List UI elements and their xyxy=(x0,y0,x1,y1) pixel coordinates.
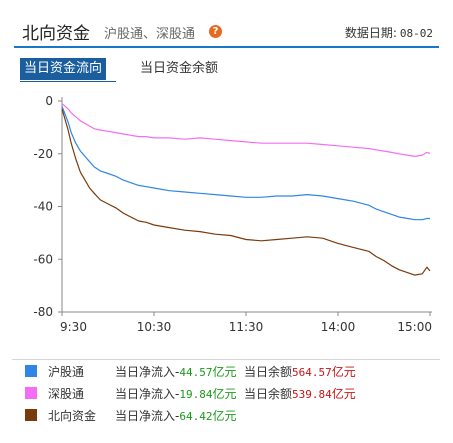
legend-balance: 当日余额564.57亿元 xyxy=(244,365,356,379)
series-line-north xyxy=(61,108,431,276)
legend-flow-unit: 亿元 xyxy=(212,387,237,401)
y-tick-label: -60 xyxy=(33,252,53,266)
page-subtitle: 沪股通、深股通 xyxy=(104,27,196,42)
x-tick-label: 15:00 xyxy=(397,320,432,334)
data-date-value: 08-02 xyxy=(399,27,433,40)
legend-balance-value: 564.57 xyxy=(292,366,332,379)
legend-flow: 当日净流入-64.42亿元 xyxy=(115,409,237,423)
legend-flow-unit: 亿元 xyxy=(212,365,237,379)
y-tick-label: -80 xyxy=(33,305,53,319)
data-date: 数据日期: 08-02 xyxy=(345,24,433,41)
legend-flow-value: 19.84 xyxy=(179,388,213,401)
y-tick-label: 0 xyxy=(45,94,53,108)
legend: 沪股通 当日净流入-44.57亿元 当日余额564.57亿元 深股通 当日净流入… xyxy=(12,359,440,426)
legend-name: 沪股通 xyxy=(48,365,85,379)
flow-chart: 0 -20 -40 -60 -80 9:30 10:30 11:30 14:00 15:00 xyxy=(33,94,432,334)
legend-balance-unit: 亿元 xyxy=(331,387,356,401)
legend-name: 深股通 xyxy=(48,387,85,401)
legend-flow: 当日净流入-44.57亿元 xyxy=(115,365,237,379)
legend-balance-unit: 亿元 xyxy=(331,365,356,379)
tab-daily-flow[interactable]: 当日资金流向 xyxy=(20,58,107,80)
page-title: 北向资金 xyxy=(22,24,90,44)
legend-row-sh: 沪股通 当日净流入-44.57亿元 当日余额564.57亿元 xyxy=(12,360,440,382)
header: 北向资金 沪股通、深股通 ? 数据日期: 08-02 xyxy=(0,0,453,46)
legend-balance: 当日余额539.84亿元 xyxy=(244,387,356,401)
data-date-label: 数据日期: xyxy=(344,26,397,40)
legend-flow-value: 44.57 xyxy=(179,366,213,379)
series-line-sh xyxy=(61,106,431,221)
legend-swatch-sh xyxy=(25,365,37,377)
tab-underline xyxy=(20,81,116,82)
header-divider xyxy=(14,46,439,48)
legend-row-north: 北向资金 当日净流入-64.42亿元 xyxy=(12,404,440,426)
y-tick-label: -20 xyxy=(33,147,53,161)
y-tick-label: -40 xyxy=(33,200,53,214)
chart-axes: 0 -20 -40 -60 -80 9:30 10:30 11:30 14:00 15:00 xyxy=(33,94,432,334)
legend-row-sz: 深股通 当日净流入-19.84亿元 当日余额539.84亿元 xyxy=(12,382,440,404)
legend-balance-value: 539.84 xyxy=(292,388,332,401)
legend-flow-unit: 亿元 xyxy=(212,409,237,423)
x-tick-label: 9:30 xyxy=(60,320,87,334)
tab-daily-balance[interactable]: 当日资金余额 xyxy=(140,61,219,76)
help-icon[interactable]: ? xyxy=(209,25,222,38)
legend-name: 北向资金 xyxy=(48,409,97,423)
x-tick-label: 14:00 xyxy=(321,320,356,334)
chart-lines xyxy=(61,103,431,276)
x-tick-label: 10:30 xyxy=(137,320,172,334)
legend-flow: 当日净流入-19.84亿元 xyxy=(115,387,237,401)
legend-swatch-north xyxy=(25,409,37,421)
legend-swatch-sz xyxy=(25,387,37,399)
x-tick-label: 11:30 xyxy=(229,320,264,334)
legend-flow-value: 64.42 xyxy=(179,410,213,423)
series-line-sz xyxy=(61,103,431,158)
